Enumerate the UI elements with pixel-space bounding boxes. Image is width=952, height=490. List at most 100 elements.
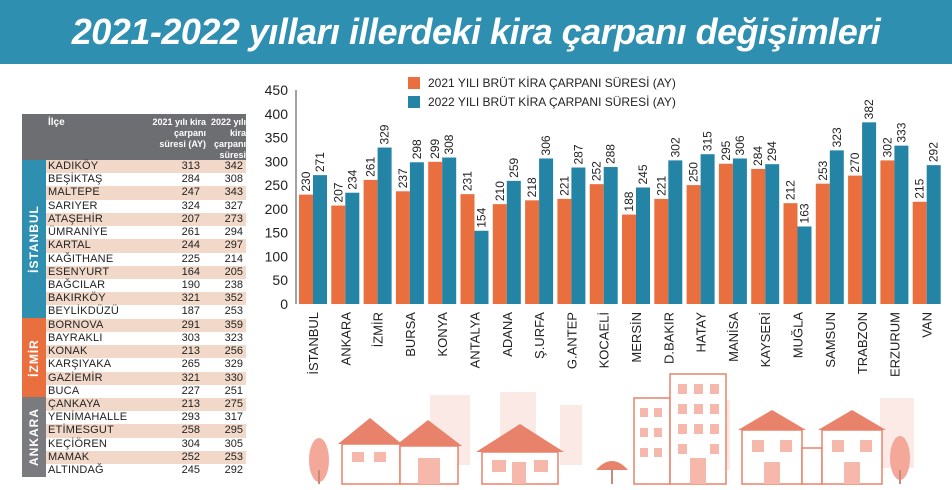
x-tick-label: VAN xyxy=(920,312,935,338)
value-2022: 275 xyxy=(224,397,243,410)
value-2022: 359 xyxy=(224,318,243,331)
bar-value-label: 188 xyxy=(622,191,636,211)
bar-2021 xyxy=(912,201,927,304)
value-2022: 330 xyxy=(224,371,243,384)
table-row: BORNOVA 291 359 xyxy=(22,318,246,332)
value-2022: 292 xyxy=(224,464,243,477)
value-2022: 308 xyxy=(224,173,243,186)
x-tick-label: Ş.URFA xyxy=(532,312,547,359)
bar-value-label: 261 xyxy=(364,157,378,177)
value-2022: 305 xyxy=(224,437,243,450)
legend-swatch-2022 xyxy=(408,96,420,108)
bar-value-label: 329 xyxy=(378,124,392,144)
value-2021: 207 xyxy=(181,212,200,225)
bar-value-label: 306 xyxy=(733,135,747,155)
bar-value-label: 212 xyxy=(784,180,798,200)
bar-value-label: 306 xyxy=(539,135,553,155)
table-row: BAĞCILAR 190 238 xyxy=(22,278,246,293)
value-2021: 245 xyxy=(181,464,200,477)
bar-2021 xyxy=(815,183,830,304)
bar-2022 xyxy=(603,167,618,304)
table-row: ATAŞEHİR 207 273 xyxy=(22,212,246,227)
bar-2022 xyxy=(862,122,877,305)
value-2021: 190 xyxy=(181,278,200,291)
x-tick-label: D.BAKIR xyxy=(661,312,676,364)
district-name: BUCA xyxy=(48,384,80,397)
y-tick-label: 300 xyxy=(265,153,289,169)
table-row: KEÇİÖREN 304 305 xyxy=(22,437,246,451)
district-name: ALTINDAĞ xyxy=(48,464,104,477)
bar-value-label: 231 xyxy=(461,171,475,191)
city-band-ankara: ANKARA xyxy=(22,397,46,477)
district-name: KAĞITHANE xyxy=(48,252,114,265)
value-2021: 187 xyxy=(181,305,200,318)
legend-label-2021: 2021 YILI BRÜT KİRA ÇARPANI SÜRESİ (AY) xyxy=(428,76,676,90)
value-2022: 329 xyxy=(224,358,243,371)
value-2021: 227 xyxy=(181,384,200,397)
value-2022: 238 xyxy=(224,278,243,291)
value-2021: 321 xyxy=(181,371,200,384)
bar-2022 xyxy=(700,154,715,304)
bar-2022 xyxy=(506,180,521,304)
bar-2021 xyxy=(589,184,604,304)
bar-value-label: 287 xyxy=(571,144,585,164)
bar-value-label: 253 xyxy=(816,160,830,180)
district-name: SARIYER xyxy=(48,199,98,212)
value-2021: 258 xyxy=(181,424,200,437)
bar-2021 xyxy=(751,168,766,304)
x-tick-label: SAMSUN xyxy=(823,312,838,368)
district-name: BORNOVA xyxy=(48,318,104,331)
x-tick-label: HATAY xyxy=(694,312,709,353)
x-tick-label: ANKARA xyxy=(338,312,353,366)
value-2022: 205 xyxy=(224,265,243,278)
bar-2021 xyxy=(299,194,313,304)
bar-2021 xyxy=(395,191,410,304)
bar-value-label: 302 xyxy=(880,137,894,157)
table-header: İlçe 2021 yılı kira çarpanı süresi (AY) … xyxy=(22,114,246,171)
table-row: GAZİEMİR 321 330 xyxy=(22,371,246,385)
value-2022: 294 xyxy=(224,226,243,239)
bar-value-label: 215 xyxy=(913,178,927,198)
x-tick-label: ADANA xyxy=(500,312,515,357)
apartment-building xyxy=(633,373,727,485)
value-2021: 284 xyxy=(181,173,200,186)
value-2021: 321 xyxy=(181,292,200,305)
header-district: İlçe xyxy=(48,117,65,128)
table-row: KADIKÖY 313 342 xyxy=(22,160,246,174)
house-middle xyxy=(476,424,564,485)
value-2021: 265 xyxy=(181,358,200,371)
bar-2022 xyxy=(797,226,812,304)
district-name: BEŞİKTAŞ xyxy=(48,173,103,186)
x-tick-label: ANTALYA xyxy=(468,312,483,369)
district-name: KARŞIYAKA xyxy=(48,358,112,371)
value-2022: 343 xyxy=(224,186,243,199)
value-2021: 225 xyxy=(181,252,200,265)
value-2021: 244 xyxy=(181,239,200,252)
bar-value-label: 284 xyxy=(751,146,765,166)
value-2021: 247 xyxy=(181,186,200,199)
district-name: BAĞCILAR xyxy=(48,278,106,291)
x-tick-label: ERZURUM xyxy=(887,312,902,377)
table-row: SARIYER 324 327 xyxy=(22,199,246,213)
table-row: YENİMAHALLE 293 317 xyxy=(22,411,246,425)
district-name: ÜMRANİYE xyxy=(48,226,108,239)
bar-value-label: 163 xyxy=(798,203,812,223)
bar-2022 xyxy=(926,165,941,304)
table-row: BUCA 227 251 xyxy=(22,384,246,398)
table-row: ESENYURT 164 205 xyxy=(22,265,246,279)
bar-2021 xyxy=(622,214,636,304)
bar-2022 xyxy=(636,187,650,304)
bar-value-label: 333 xyxy=(894,122,908,142)
bar-2021 xyxy=(331,205,346,304)
value-2022: 251 xyxy=(224,384,243,397)
district-name: GAZİEMİR xyxy=(48,371,103,384)
value-2022: 317 xyxy=(224,411,243,424)
bar-value-label: 259 xyxy=(507,157,521,177)
bar-2021 xyxy=(492,204,507,304)
bar-value-label: 221 xyxy=(557,176,571,196)
table-row: BAYRAKLI 303 323 xyxy=(22,331,246,346)
value-2022: 253 xyxy=(224,305,243,318)
table-row: MALTEPE 247 343 xyxy=(22,186,246,200)
bar-value-label: 210 xyxy=(493,181,507,201)
